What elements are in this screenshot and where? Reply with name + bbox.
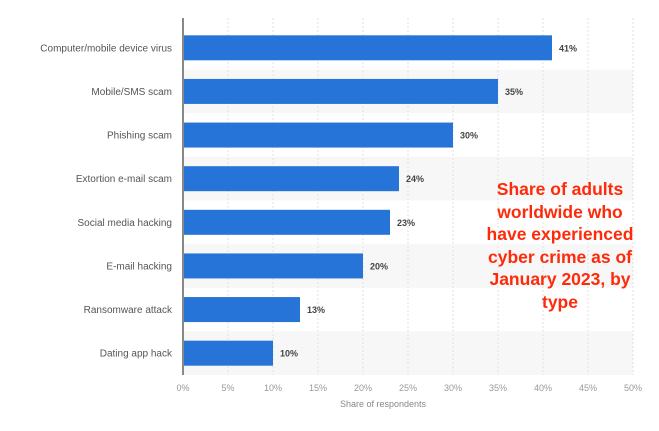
x-tick-label: 25%	[399, 383, 417, 393]
x-axis-title: Share of respondents	[340, 399, 427, 409]
bar	[183, 122, 453, 148]
bar	[183, 340, 273, 366]
category-label: E-mail hacking	[106, 261, 172, 272]
data-label: 41%	[559, 43, 577, 53]
x-tick-label: 40%	[534, 383, 552, 393]
x-tick-label: 45%	[579, 383, 597, 393]
data-label: 13%	[307, 305, 325, 315]
category-label: Social media hacking	[78, 218, 173, 229]
x-tick-label: 0%	[176, 383, 189, 393]
category-label: Phishing scam	[107, 131, 172, 142]
data-label: 10%	[280, 349, 298, 359]
bar	[183, 209, 390, 235]
x-tick-label: 5%	[221, 383, 234, 393]
x-tick-label: 30%	[444, 383, 462, 393]
data-label: 20%	[370, 261, 388, 271]
bar	[183, 166, 399, 192]
category-label: Computer/mobile device virus	[40, 43, 172, 54]
category-label: Extortion e-mail scam	[76, 174, 172, 185]
bar	[183, 253, 363, 279]
x-tick-label: 50%	[624, 383, 642, 393]
data-label: 24%	[406, 174, 424, 184]
x-tick-label: 15%	[309, 383, 327, 393]
x-tick-label: 10%	[264, 383, 282, 393]
category-label: Dating app hack	[100, 349, 173, 360]
bar	[183, 78, 498, 104]
bar	[183, 35, 552, 61]
data-label: 30%	[460, 131, 478, 141]
chart-annotation: Share of adults worldwide who have exper…	[486, 179, 634, 312]
x-tick-label: 20%	[354, 383, 372, 393]
data-label: 23%	[397, 218, 415, 228]
data-label: 35%	[505, 87, 523, 97]
x-tick-label: 35%	[489, 383, 507, 393]
category-label: Mobile/SMS scam	[91, 87, 172, 98]
category-label: Ransomware attack	[84, 305, 173, 316]
bar	[183, 297, 300, 323]
